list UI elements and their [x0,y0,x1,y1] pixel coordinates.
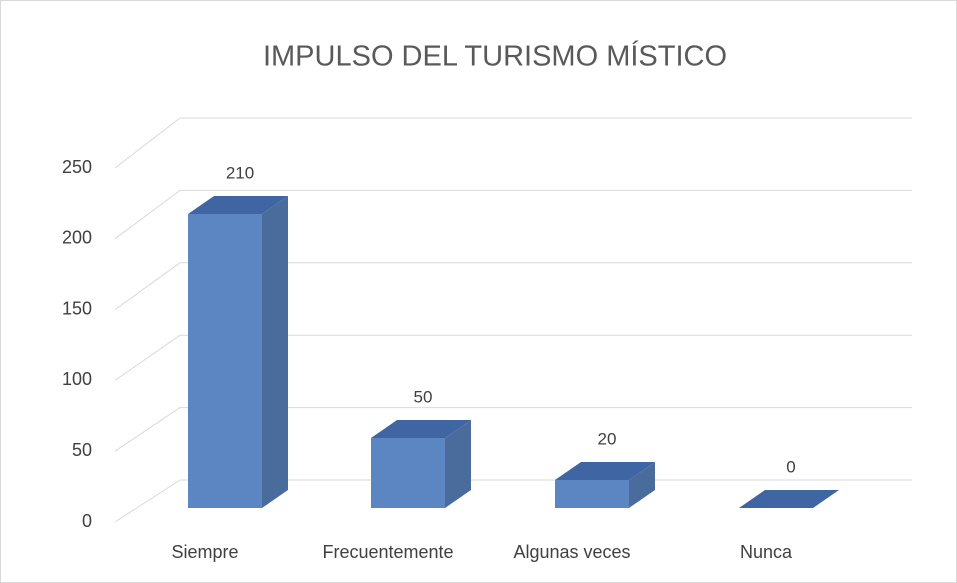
x-tick-label: Frecuentemente [322,542,453,562]
x-tick-label: Algunas veces [513,542,630,562]
bar-top [739,490,839,508]
data-label: 210 [226,163,254,182]
x-tick-label: Nunca [740,542,793,562]
bar-side [629,462,655,508]
chart-title: IMPULSO DEL TURISMO MÍSTICO [263,40,727,73]
bar-side [445,420,471,508]
grid-line [114,407,181,452]
y-tick-label: 0 [82,511,92,531]
y-tick-label: 250 [62,157,92,177]
grid-line [114,334,181,381]
grid-line [114,189,181,240]
bar-side [262,196,288,508]
y-tick-label: 200 [62,228,92,248]
data-label: 50 [414,387,433,406]
y-tick-label: 150 [62,298,92,318]
y-tick-label: 100 [62,369,92,389]
bar [188,214,262,508]
x-tick-label: Siempre [171,542,238,562]
data-label: 20 [598,429,617,448]
bar-top [555,462,655,480]
bar-top [371,420,471,438]
y-tick-label: 50 [72,440,92,460]
bar-top [188,196,288,214]
bar [371,438,445,508]
data-label: 0 [786,457,795,476]
grid-line [114,479,181,523]
grid-line [114,117,181,169]
bar [555,480,629,508]
grid-line [114,262,181,311]
